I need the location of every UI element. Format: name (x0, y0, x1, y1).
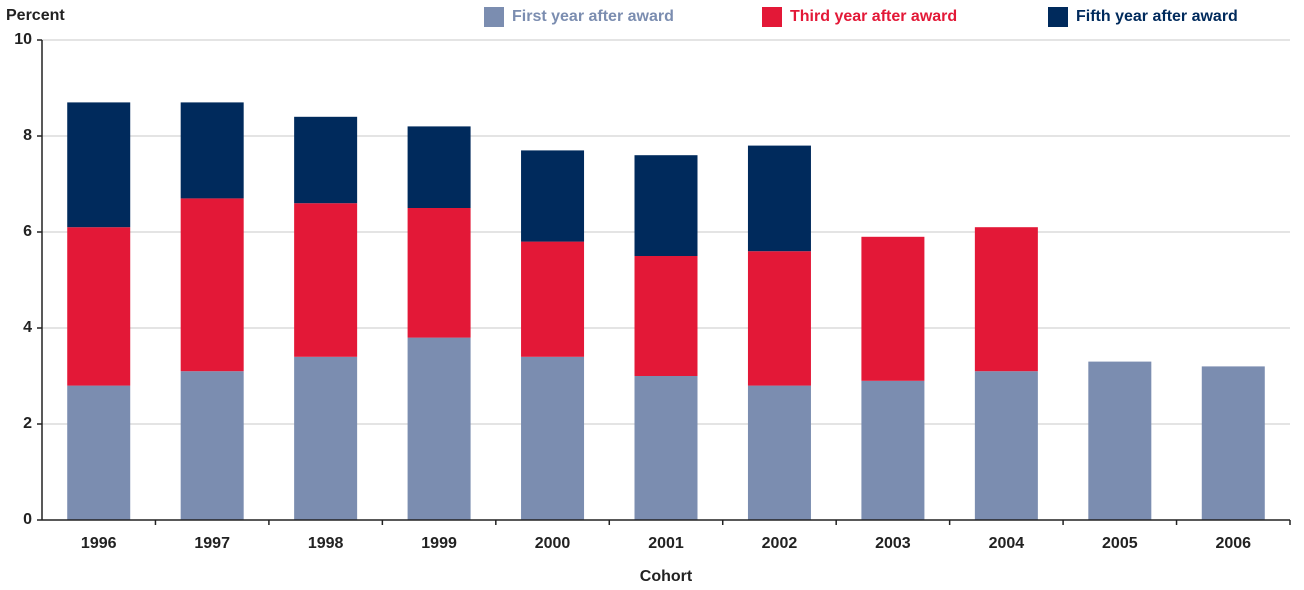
x-tick-label: 2003 (875, 535, 911, 552)
y-tick-label: 6 (23, 223, 32, 240)
bar-segment (294, 203, 358, 357)
x-tick-label: 2001 (648, 535, 684, 552)
bar-segment (747, 251, 811, 386)
bar-segment (407, 208, 471, 338)
bar-segment (180, 371, 244, 520)
bar-segment (861, 380, 925, 520)
x-tick-label: 1998 (308, 535, 344, 552)
bar-segment (861, 236, 925, 381)
x-tick-label: 2000 (535, 535, 571, 552)
bar-segment (407, 126, 471, 208)
x-tick-label: 2006 (1215, 535, 1251, 552)
bar-segment (634, 376, 698, 520)
bar-segment (521, 150, 585, 242)
bar-segment (634, 256, 698, 376)
bar-segment (1088, 361, 1152, 520)
bar-segment (67, 102, 131, 228)
x-axis-title: Cohort (640, 568, 693, 585)
bar-segment (634, 155, 698, 256)
bar-segment (521, 356, 585, 520)
bar-segment (180, 198, 244, 372)
legend-swatch (762, 7, 782, 27)
x-tick-label: 2004 (989, 535, 1025, 552)
y-tick-label: 4 (23, 319, 32, 336)
bar-segment (974, 227, 1038, 372)
bar-segment (1201, 366, 1265, 520)
bar-segment (294, 356, 358, 520)
bar-segment (407, 337, 471, 520)
legend-label: Third year after award (790, 8, 957, 25)
bar-segment (180, 102, 244, 199)
bar-segment (67, 385, 131, 520)
y-tick-label: 10 (14, 31, 32, 48)
legend-swatch (484, 7, 504, 27)
legend-label: First year after award (512, 8, 674, 25)
x-tick-label: 1997 (194, 535, 230, 552)
bar-segment (747, 145, 811, 252)
bar-segment (67, 227, 131, 386)
bar-segment (521, 241, 585, 357)
legend-label: Fifth year after award (1076, 8, 1238, 25)
x-tick-label: 2005 (1102, 535, 1138, 552)
y-tick-label: 8 (23, 127, 32, 144)
bar-segment (294, 116, 358, 204)
x-tick-label: 1996 (81, 535, 117, 552)
y-tick-label: 0 (23, 511, 32, 528)
x-tick-label: 2002 (762, 535, 798, 552)
bar-segment (747, 385, 811, 520)
x-tick-label: 1999 (421, 535, 457, 552)
bar-segment (974, 371, 1038, 520)
legend-swatch (1048, 7, 1068, 27)
y-axis-title: Percent (6, 7, 65, 24)
y-tick-label: 2 (23, 415, 32, 432)
